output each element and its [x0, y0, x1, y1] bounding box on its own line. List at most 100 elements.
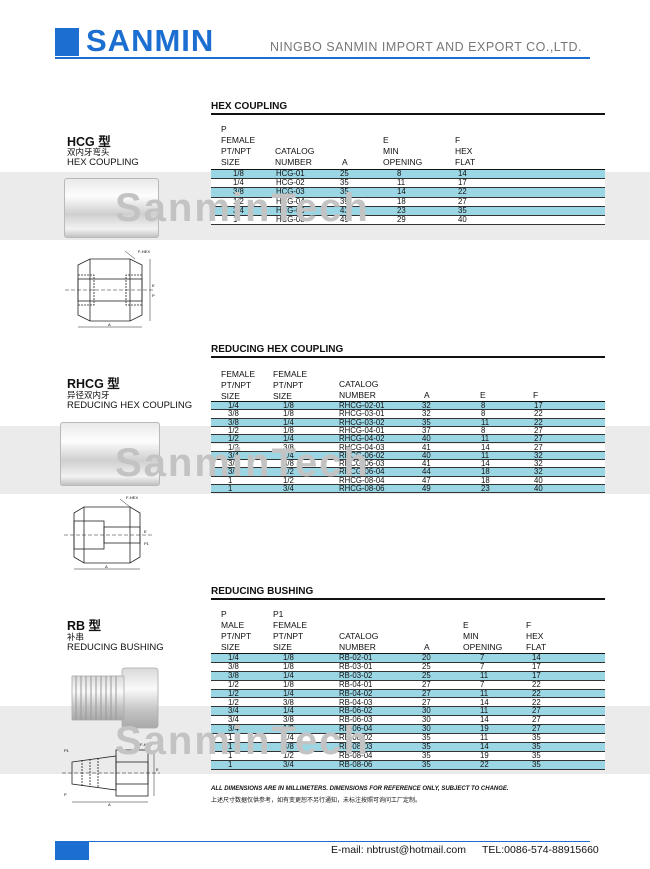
table-cell: 11	[480, 688, 489, 698]
table-cell: 1/2	[228, 425, 239, 435]
table-cell: 14	[458, 169, 467, 178]
table-cell: 1	[228, 750, 233, 760]
table-row: 3/4 3/8 RHCG-06-03 41 14 32	[211, 459, 605, 469]
table-cell: 30	[422, 715, 431, 725]
product-name-en: REDUCING BUSHING	[67, 642, 164, 653]
table-cell: RHCG-02-01	[339, 401, 385, 410]
table-row: 3/8 HCG-03 35 14 22	[211, 187, 605, 198]
table-row: 1 1/2 RHCG-08-04 47 18 40	[211, 475, 605, 485]
header-rule	[55, 57, 590, 59]
table-rule	[211, 653, 605, 654]
table-cell: HCG-01	[276, 169, 305, 178]
section-title: HEX COUPLING	[211, 101, 288, 112]
rhcg-photo	[60, 422, 160, 486]
drawing-label: E	[156, 767, 159, 772]
table-cell: 1	[228, 759, 233, 769]
column-header: E	[480, 390, 486, 400]
table-cell: 35	[532, 750, 541, 760]
table-cell: 35	[340, 178, 349, 188]
hcg-photo	[64, 178, 159, 238]
table-row: 3/8 1/8 RHCG-03-01 32 8 22	[211, 409, 605, 419]
drawing-label: E	[144, 529, 147, 534]
table-cell: 22	[532, 697, 541, 707]
table-row: 3/8 1/4 RHCG-03-02 35 11 22	[211, 417, 605, 427]
table-cell: RB-03-01	[339, 661, 373, 671]
column-header: F	[533, 390, 539, 400]
table-cell: 1/8	[283, 661, 294, 671]
table-cell: 3/4	[228, 724, 239, 734]
section-rule	[211, 113, 605, 115]
table-cell: RHCG-04-02	[339, 434, 385, 444]
product-model: RHCG 型	[67, 377, 120, 391]
table-cell: 27	[422, 679, 431, 689]
table-cell: 1/4	[283, 706, 294, 716]
table-cell: 22	[480, 759, 489, 769]
table-row: 1/2 1/4 RB-04-02 27 11 22	[211, 688, 605, 699]
table-cell: 3/4	[283, 484, 294, 493]
table-cell: 18	[481, 475, 490, 485]
table-cell: 27	[534, 425, 543, 435]
table-cell: 35	[458, 205, 467, 215]
table-cell: RB-08-03	[339, 742, 373, 751]
table-cell: 1/2	[228, 697, 239, 707]
table-cell: RB-06-02	[339, 706, 373, 716]
dimension-note: ALL DIMENSIONS ARE IN MILLIMETERS. DIMEN…	[211, 786, 509, 792]
table-row: 3/4 1/4 RB-06-02 30 11 27	[211, 706, 605, 717]
table-cell: 11	[480, 670, 489, 680]
table-cell: RHCG-08-04	[339, 475, 385, 485]
rb-technical-drawing: P1 F-HEX E P A	[62, 742, 160, 807]
table-cell: 19	[480, 750, 489, 760]
product-name-cn: 补串	[67, 632, 85, 642]
brand-logo: SANMIN	[86, 23, 215, 58]
product-name-cn: 异径双内牙	[67, 390, 110, 400]
table-cell: 11	[480, 706, 489, 716]
drawing-label: P	[64, 792, 67, 797]
column-header: CATALOG NUMBER	[275, 146, 315, 167]
product-name-en: HEX COUPLING	[67, 157, 139, 168]
table-cell: 18	[397, 196, 406, 206]
section-title: REDUCING HEX COUPLING	[211, 344, 344, 355]
table-cell: 32	[534, 459, 543, 469]
table-cell: 27	[422, 688, 431, 698]
table-cell: 3/8	[228, 409, 239, 419]
table-cell: 7	[480, 679, 485, 689]
table-cell: 14	[480, 697, 489, 707]
table-cell: 40	[422, 450, 431, 460]
table-cell: 27	[534, 434, 543, 444]
table-cell: 14	[481, 442, 490, 452]
table-cell: 1/8	[283, 425, 294, 435]
column-header: P MALE PT/NPT SIZE	[221, 609, 252, 652]
table-cell: RHCG-04-03	[339, 442, 385, 452]
table-row: 1 1/4 RB-08-02 35 11 35	[211, 734, 605, 743]
footer-rule	[55, 841, 590, 842]
table-cell: 3/8	[228, 417, 239, 427]
table-cell: RHCG-08-06	[339, 484, 385, 493]
column-header: P FEMALE PT/NPT SIZE	[221, 124, 256, 167]
section-rule	[211, 598, 605, 600]
table-cell: 32	[534, 450, 543, 460]
table-cell: 35	[532, 742, 541, 751]
table-cell: RB-08-02	[339, 733, 373, 743]
table-cell: 43	[340, 205, 349, 215]
table-cell: RHCG-06-04	[339, 467, 385, 477]
table-cell: 8	[481, 409, 486, 419]
table-cell: RHCG-06-03	[339, 459, 385, 469]
table-cell: 3/8	[233, 187, 244, 197]
table-cell: 1/4	[283, 417, 294, 427]
drawing-label: P	[152, 293, 155, 298]
table-row: 3/4 1/2 RB-06-04 30 19 27	[211, 724, 605, 735]
table-cell: 11	[397, 178, 406, 188]
table-cell: 32	[534, 467, 543, 477]
dimension-note-cn: 上述尺寸数据仅供参考，如有变更恕不另行通知，未标注按照可询问工厂定制。	[211, 798, 422, 804]
table-cell: 8	[481, 425, 486, 435]
table-cell: 1/2	[228, 442, 239, 452]
table-cell: 35	[422, 417, 431, 427]
table-row: 1/4 HCG-02 35 11 17	[211, 178, 605, 189]
table-cell: 14	[480, 715, 489, 725]
rhcg-technical-drawing: F-HEX E P1 A	[64, 495, 152, 570]
table-cell: RB-06-04	[339, 724, 373, 734]
table-cell: 8	[481, 401, 486, 410]
table-cell: 3/8	[283, 697, 294, 707]
section-title: REDUCING BUSHING	[211, 586, 314, 597]
table-cell: 35	[422, 733, 431, 743]
